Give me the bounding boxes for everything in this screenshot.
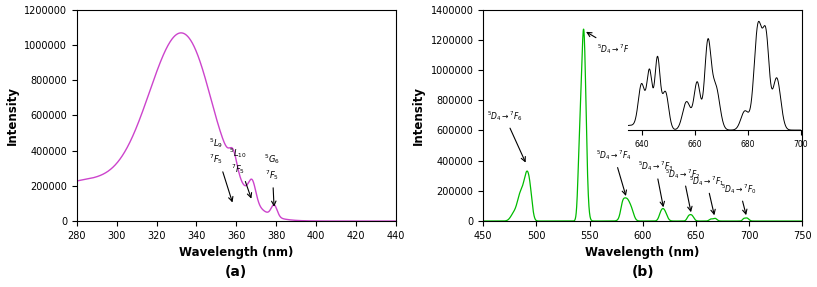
Text: $^5D_4$$\to$$^7F_2$: $^5D_4$$\to$$^7F_2$: [665, 167, 701, 211]
Text: $^5L_{10}$
$^7F_5$: $^5L_{10}$ $^7F_5$: [230, 146, 252, 197]
Text: $^5L_9$
$^7F_5$: $^5L_9$ $^7F_5$: [209, 137, 233, 201]
Text: $^5D_4$$\to$$^7F_6$: $^5D_4$$\to$$^7F_6$: [486, 109, 525, 162]
Text: $^5D_4$$\to$$^7F_3$: $^5D_4$$\to$$^7F_3$: [637, 160, 673, 206]
Text: $^5D_4$$\to$$^7F_5$: $^5D_4$$\to$$^7F_5$: [587, 32, 632, 56]
Text: $^5D_4$$\to$$^7F_1$: $^5D_4$$\to$$^7F_1$: [689, 174, 724, 214]
Y-axis label: Intensity: Intensity: [6, 86, 19, 145]
X-axis label: Wavelength (nm): Wavelength (nm): [179, 246, 293, 259]
Text: (b): (b): [632, 265, 654, 280]
Y-axis label: Intensity: Intensity: [412, 86, 425, 145]
Text: $^5D_4$$\to$$^7F_4$: $^5D_4$$\to$$^7F_4$: [596, 148, 632, 195]
Text: $^5G_6$
$^7F_5$: $^5G_6$ $^7F_5$: [264, 152, 280, 205]
X-axis label: Wavelength (nm): Wavelength (nm): [586, 246, 700, 259]
Text: $^5D_4$$\to$$^7F_0$: $^5D_4$$\to$$^7F_0$: [721, 182, 757, 214]
Text: (a): (a): [225, 265, 248, 280]
